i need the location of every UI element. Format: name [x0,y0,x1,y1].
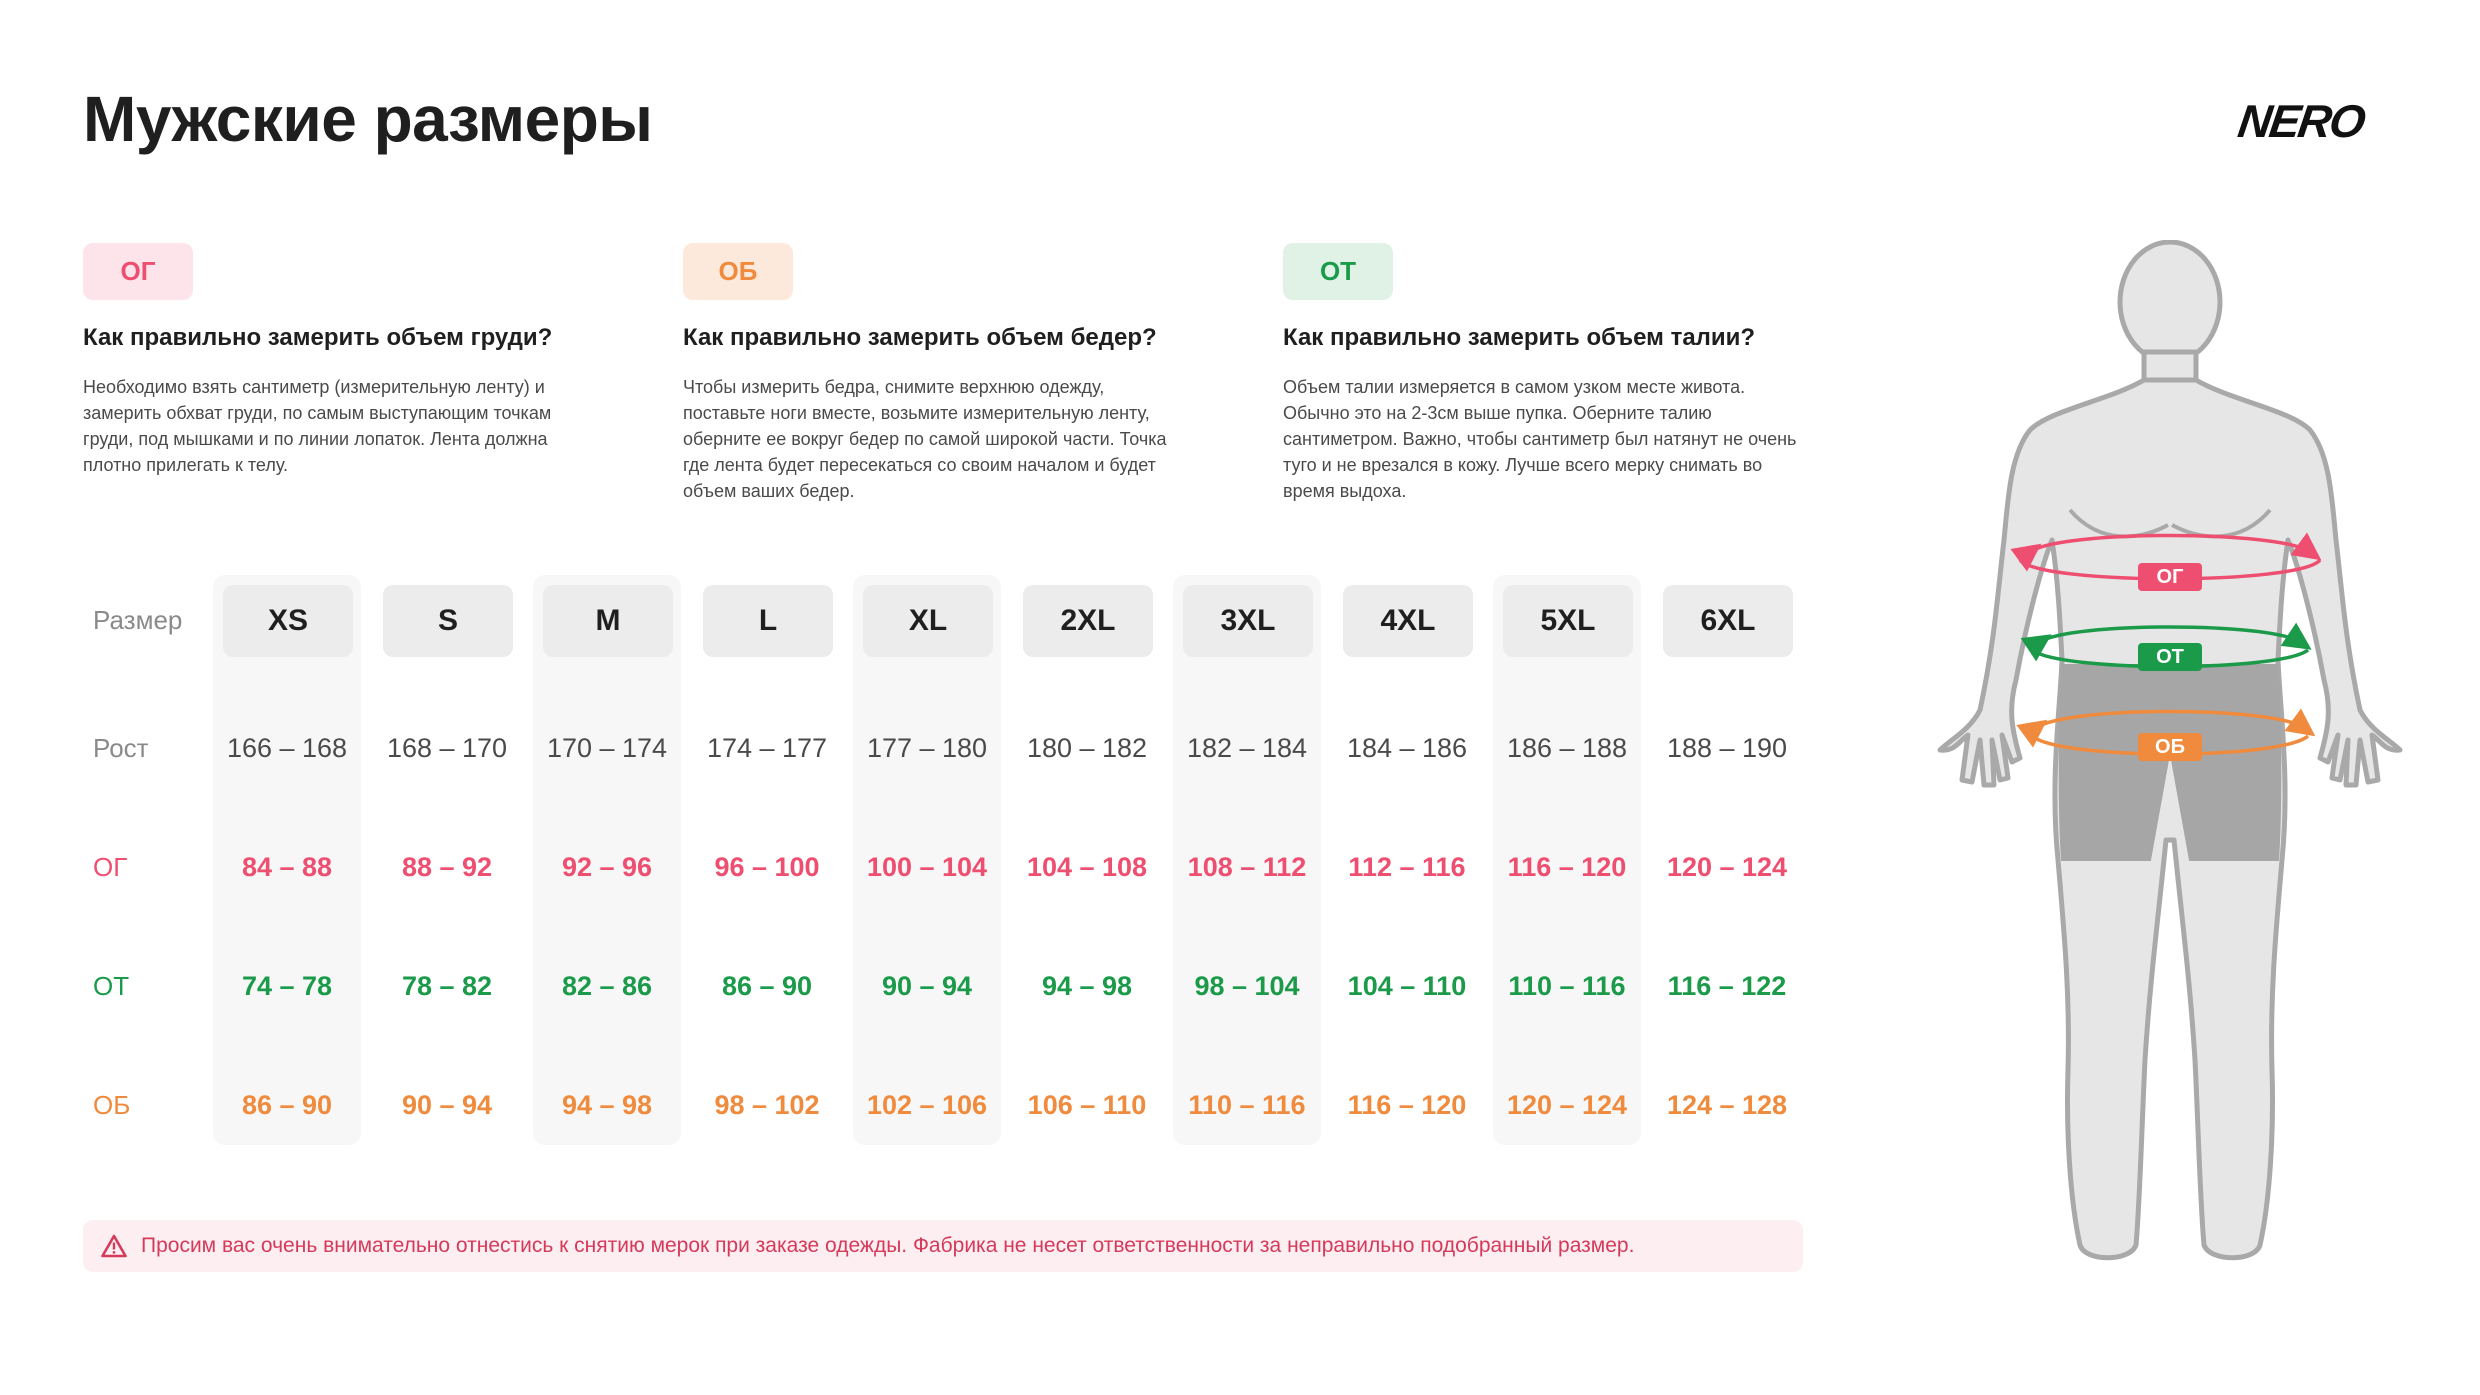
body-silhouette [1937,240,2403,1261]
size-label: XS [223,585,353,657]
ot-value: 116 – 122 [1667,971,1787,1001]
ot-figure-label: ОТ [2156,646,2184,668]
height-value: 184 – 186 [1346,733,1468,763]
waist-measurement: ОТ [2020,622,2312,671]
ot-value: 82 – 86 [561,971,653,1001]
og-value: 96 – 100 [714,852,820,882]
size-label: M [543,585,673,657]
og-value: 116 – 120 [1507,852,1627,882]
waist-text: Объем талии измеряется в самом узком мес… [1283,377,1797,501]
og-value: 100 – 104 [866,852,988,882]
ot-value: 110 – 116 [1508,971,1626,1001]
ot-badge: ОТ [1283,243,1393,300]
og-figure-label: ОГ [2157,566,2184,588]
height-value: 168 – 170 [386,733,508,763]
size-column-s: S 168 – 170 88 – 92 78 – 82 90 – 94 [373,575,521,1145]
hips-heading: Как правильно замерить объем бедер? [683,324,1157,351]
size-label: 2XL [1023,585,1153,657]
ob-value: 106 – 110 [1027,1090,1147,1120]
ob-value: 86 – 90 [241,1090,333,1120]
ob-value: 102 – 106 [866,1090,988,1120]
ob-value: 110 – 116 [1188,1090,1306,1120]
row-label-ob: ОБ [93,1090,131,1120]
ot-value: 86 – 90 [721,971,813,1001]
chest-text: Необходимо взять сантиметр (измерительну… [83,377,552,475]
page-title: Мужские размеры [83,83,653,155]
warning-text: Просим вас очень внимательно отнестись к… [141,1234,1635,1257]
hips-text: Чтобы измерить бедра, снимите верхнюю од… [683,377,1167,501]
body-measurement-figure: ОГ ОТ ОБ [1937,240,2403,1261]
row-label-ot: ОТ [93,971,130,1001]
size-column-4xl: 4XL 184 – 186 112 – 116 104 – 110 116 – … [1333,575,1481,1145]
og-value: 88 – 92 [401,852,493,882]
ob-value: 90 – 94 [401,1090,493,1120]
chest-heading: Как правильно замерить объем груди? [83,324,553,351]
size-column-xs: XS 166 – 168 84 – 88 74 – 78 86 – 90 [213,575,361,1145]
info-block-chest: ОГ Как правильно замерить объем груди? Н… [83,243,643,478]
height-value: 174 – 177 [706,733,828,763]
size-column-5xl: 5XL 186 – 188 116 – 120 110 – 116 120 – … [1493,575,1641,1145]
ob-value: 94 – 98 [561,1090,653,1120]
brand-logo-text: NERO [2235,100,2369,142]
info-block-hips: ОБ Как правильно замерить объем бедер? Ч… [683,243,1243,504]
row-label-size: Размер [93,605,183,635]
og-badge: ОГ [83,243,193,300]
size-label: S [383,585,513,657]
size-label: XL [863,585,993,657]
ob-badge: ОБ [683,243,793,300]
warning-banner: Просим вас очень внимательно отнестись к… [83,1220,1803,1272]
size-label: L [703,585,833,657]
size-column-xl: XL 177 – 180 100 – 104 90 – 94 102 – 106 [853,575,1001,1145]
size-label: 5XL [1503,585,1633,657]
ob-value: 120 – 124 [1506,1090,1628,1120]
hips-measurement: ОБ [2016,708,2316,761]
height-value: 182 – 184 [1186,733,1308,763]
waist-heading: Как правильно замерить объем талии? [1283,324,1756,351]
ob-value: 124 – 128 [1666,1090,1788,1120]
height-value: 170 – 174 [546,733,668,763]
nero-logo: NERO [2235,100,2369,142]
size-column-6xl: 6XL 188 – 190 120 – 124 116 – 122 124 – … [1653,575,1801,1145]
row-label-og: ОГ [93,852,128,882]
ot-value: 78 – 82 [401,971,493,1001]
ob-value: 116 – 120 [1347,1090,1467,1120]
size-column-3xl: 3XL 182 – 184 108 – 112 98 – 104 110 – 1… [1173,575,1321,1145]
og-value: 92 – 96 [561,852,653,882]
size-label: 6XL [1663,585,1793,657]
ot-value: 94 – 98 [1041,971,1133,1001]
warning-triangle-icon [101,1234,127,1258]
og-value: 104 – 108 [1026,852,1148,882]
height-value: 188 – 190 [1666,733,1788,763]
ot-value: 90 – 94 [881,971,973,1001]
og-value: 84 – 88 [241,852,333,882]
height-value: 177 – 180 [866,733,988,763]
ot-value: 98 – 104 [1194,971,1300,1001]
row-label-height: Рост [93,733,149,763]
og-value: 108 – 112 [1187,852,1307,882]
info-block-waist: ОТ Как правильно замерить объем талии? О… [1283,243,1843,504]
chest-measurement: ОГ [2010,532,2322,591]
og-value: 112 – 116 [1348,852,1466,882]
height-value: 186 – 188 [1506,733,1628,763]
ob-figure-label: ОБ [2155,736,2185,758]
height-value: 166 – 168 [226,733,348,763]
size-column-l: L 174 – 177 96 – 100 86 – 90 98 – 102 [693,575,841,1145]
size-label: 3XL [1183,585,1313,657]
size-label: 4XL [1343,585,1473,657]
size-column-2xl: 2XL 180 – 182 104 – 108 94 – 98 106 – 11… [1013,575,1161,1145]
og-value: 120 – 124 [1666,852,1788,882]
ot-value: 74 – 78 [241,971,333,1001]
height-value: 180 – 182 [1026,733,1148,763]
ot-value: 104 – 110 [1347,971,1467,1001]
size-column-m: M 170 – 174 92 – 96 82 – 86 94 – 98 [533,575,681,1145]
ob-value: 98 – 102 [714,1090,820,1120]
